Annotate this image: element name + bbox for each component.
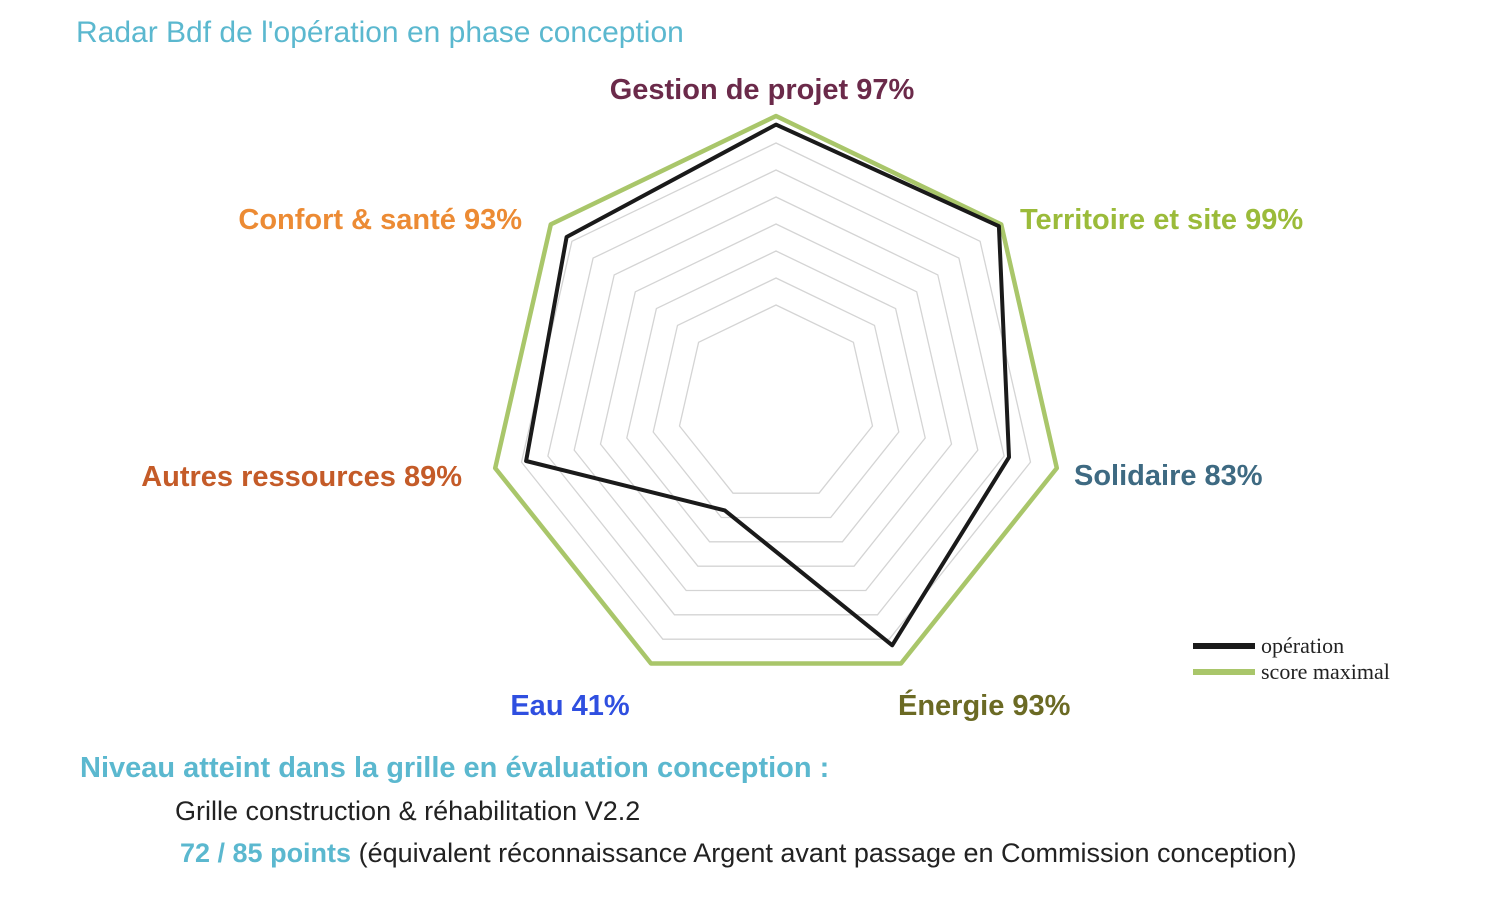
grid-ring xyxy=(678,304,874,494)
radar-axis-labels: Gestion de projet 97% Territoire et site … xyxy=(141,74,1303,722)
legend-item-operation: opération xyxy=(1193,633,1390,659)
axis-label: Eau 41% xyxy=(510,690,629,722)
legend-item-max: score maximal xyxy=(1193,659,1390,685)
legend-swatch-max xyxy=(1193,669,1255,675)
radar-grid xyxy=(494,115,1058,665)
grid-ring xyxy=(494,115,1058,665)
axis-label: Confort & santé 93% xyxy=(238,204,522,236)
grid-ring xyxy=(599,223,953,567)
axis-label: Énergie 93% xyxy=(898,688,1071,722)
points-value: 72 / 85 points xyxy=(180,838,352,868)
axis-label: Autres ressources 89% xyxy=(141,461,462,493)
legend-swatch-operation xyxy=(1193,643,1255,649)
legend-label-operation: opération xyxy=(1261,633,1345,658)
grid-ring xyxy=(626,250,926,543)
radar-series xyxy=(492,113,1060,666)
grid-ring xyxy=(547,169,1005,616)
grid-ring xyxy=(652,277,900,519)
axis-label: Territoire et site 99% xyxy=(1020,204,1303,236)
axis-label: Solidaire 83% xyxy=(1074,460,1263,492)
points-note: (équivalent réconnaissance Argent avant … xyxy=(358,838,1297,868)
series-operation xyxy=(524,122,1011,648)
legend: opération score maximal xyxy=(1193,633,1390,685)
grid-ring xyxy=(573,196,979,592)
axis-label: Gestion de projet 97% xyxy=(610,74,915,106)
series-score-maximal xyxy=(492,113,1060,666)
footer-grid-version: Grille construction & réhabilitation V2.… xyxy=(175,796,641,826)
chart-title: Radar Bdf de l'opération en phase concep… xyxy=(76,16,684,49)
legend-label-max: score maximal xyxy=(1261,659,1390,684)
footer-title: Niveau atteint dans la grille en évaluat… xyxy=(80,752,830,784)
grid-ring xyxy=(520,142,1032,640)
footer-points: 72 / 85 points (équivalent réconnaissanc… xyxy=(180,838,1297,869)
